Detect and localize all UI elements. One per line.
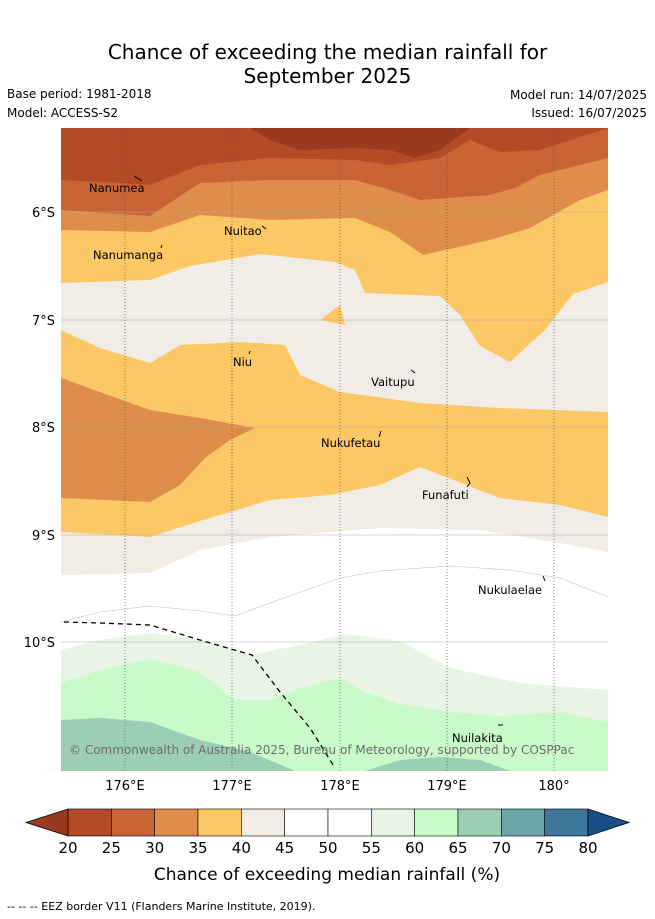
fill-65-70-right: [365, 757, 510, 771]
fill-35-40-lower: [61, 330, 608, 537]
colorbar-tick-label: 20: [58, 839, 77, 857]
colorbar-tick-label: 40: [232, 839, 251, 857]
colorbar-tick-label: 65: [448, 839, 467, 857]
y-axis-labels: 6°S 7°S 8°S 9°S 10°S: [24, 206, 55, 651]
gridlines: [61, 128, 608, 771]
colorbar-segment: [284, 808, 329, 837]
eez-border-line: [63, 621, 336, 769]
colorbar-tick-label: 80: [578, 839, 597, 857]
place-label: Nuilakita: [452, 731, 503, 745]
colorbar-segment: [501, 808, 545, 837]
colorbar-tick-label: 45: [275, 839, 294, 857]
model-run: Model run: 14/07/2025: [509, 88, 647, 102]
fill-20-25: [61, 128, 608, 185]
y-tick-label: 8°S: [32, 421, 55, 436]
colorbar-extend-high: [587, 808, 631, 837]
colorbar: 20 25 30 35 40 45 50 55 60 65 70 75 80: [24, 808, 631, 857]
x-tick-label: 177°E: [212, 779, 252, 794]
colorbar-tick-label: 70: [492, 839, 511, 857]
eez-footnote: -- -- -- EEZ border V11 (Flanders Marine…: [7, 900, 316, 913]
colorbar-label: Chance of exceeding median rainfall (%): [154, 865, 500, 885]
colorbar-segment: [457, 808, 502, 837]
x-tick-label: 176°E: [105, 779, 145, 794]
colorbar-segment: [111, 808, 155, 837]
fill-30-35-lower: [61, 378, 255, 502]
place-label: Nuitao: [224, 224, 262, 238]
colorbar-tick-label: 75: [535, 839, 554, 857]
place-label: Nukufetau: [321, 436, 380, 450]
y-tick-label: 6°S: [32, 206, 55, 221]
colorbar-tick-label: 35: [188, 839, 207, 857]
contour-line: [61, 565, 608, 623]
colorbar-segment: [197, 808, 242, 837]
y-tick-label: 9°S: [32, 529, 55, 544]
title-line-1: Chance of exceeding the median rainfall …: [107, 40, 548, 64]
place-label: Vaitupu: [371, 375, 415, 389]
colorbar-segment: [371, 808, 415, 837]
colorbar-segment: [414, 808, 459, 837]
issued-date: Issued: 16/07/2025: [531, 106, 647, 120]
y-tick-label: 7°S: [32, 314, 55, 329]
colorbar-tick-label: 55: [362, 839, 381, 857]
title-line-2: September 2025: [243, 64, 412, 88]
colorbar-tick-label: 60: [405, 839, 424, 857]
island-marks: [133, 175, 546, 726]
place-label: Nukulaelae: [478, 583, 542, 597]
x-tick-label: 180°: [538, 779, 569, 794]
colorbar-segment: [241, 808, 285, 837]
x-tick-label: 179°E: [427, 779, 467, 794]
x-tick-label: 178°E: [320, 779, 360, 794]
colorbar-tick-label: 25: [102, 839, 121, 857]
y-tick-label: 10°S: [24, 636, 55, 651]
model-name: Model: ACCESS-S2: [7, 106, 119, 120]
colorbar-segment: [327, 808, 372, 837]
colorbar-segment: [544, 808, 589, 837]
base-period: Base period: 1981-2018: [7, 87, 152, 101]
colorbar-tick-label: 30: [145, 839, 164, 857]
contour-fills: © Commonwealth of Australia 2025, Bureau…: [61, 128, 608, 771]
place-label: Funafuti: [422, 488, 469, 502]
colorbar-segment: [67, 808, 112, 837]
fill-65-70: [61, 718, 295, 771]
colorbar-extend-low: [24, 808, 69, 837]
place-label: Nanumanga: [93, 248, 163, 262]
colorbar-tick-label: 50: [318, 839, 337, 857]
map-title: Chance of exceeding the median rainfall …: [0, 40, 655, 88]
probability-map: © Commonwealth of Australia 2025, Bureau…: [24, 128, 631, 885]
place-label: Nanumea: [89, 181, 145, 195]
colorbar-segment: [154, 808, 199, 837]
x-axis-labels: 176°E 177°E 178°E 179°E 180°: [105, 779, 569, 794]
fill-below-20: [250, 128, 470, 158]
place-labels: Nanumea Nuitao Nanumanga Niu Vaitupu Nuk…: [89, 181, 542, 745]
place-label: Niu: [233, 355, 252, 369]
copyright-notice: © Commonwealth of Australia 2025, Bureau…: [69, 743, 574, 757]
